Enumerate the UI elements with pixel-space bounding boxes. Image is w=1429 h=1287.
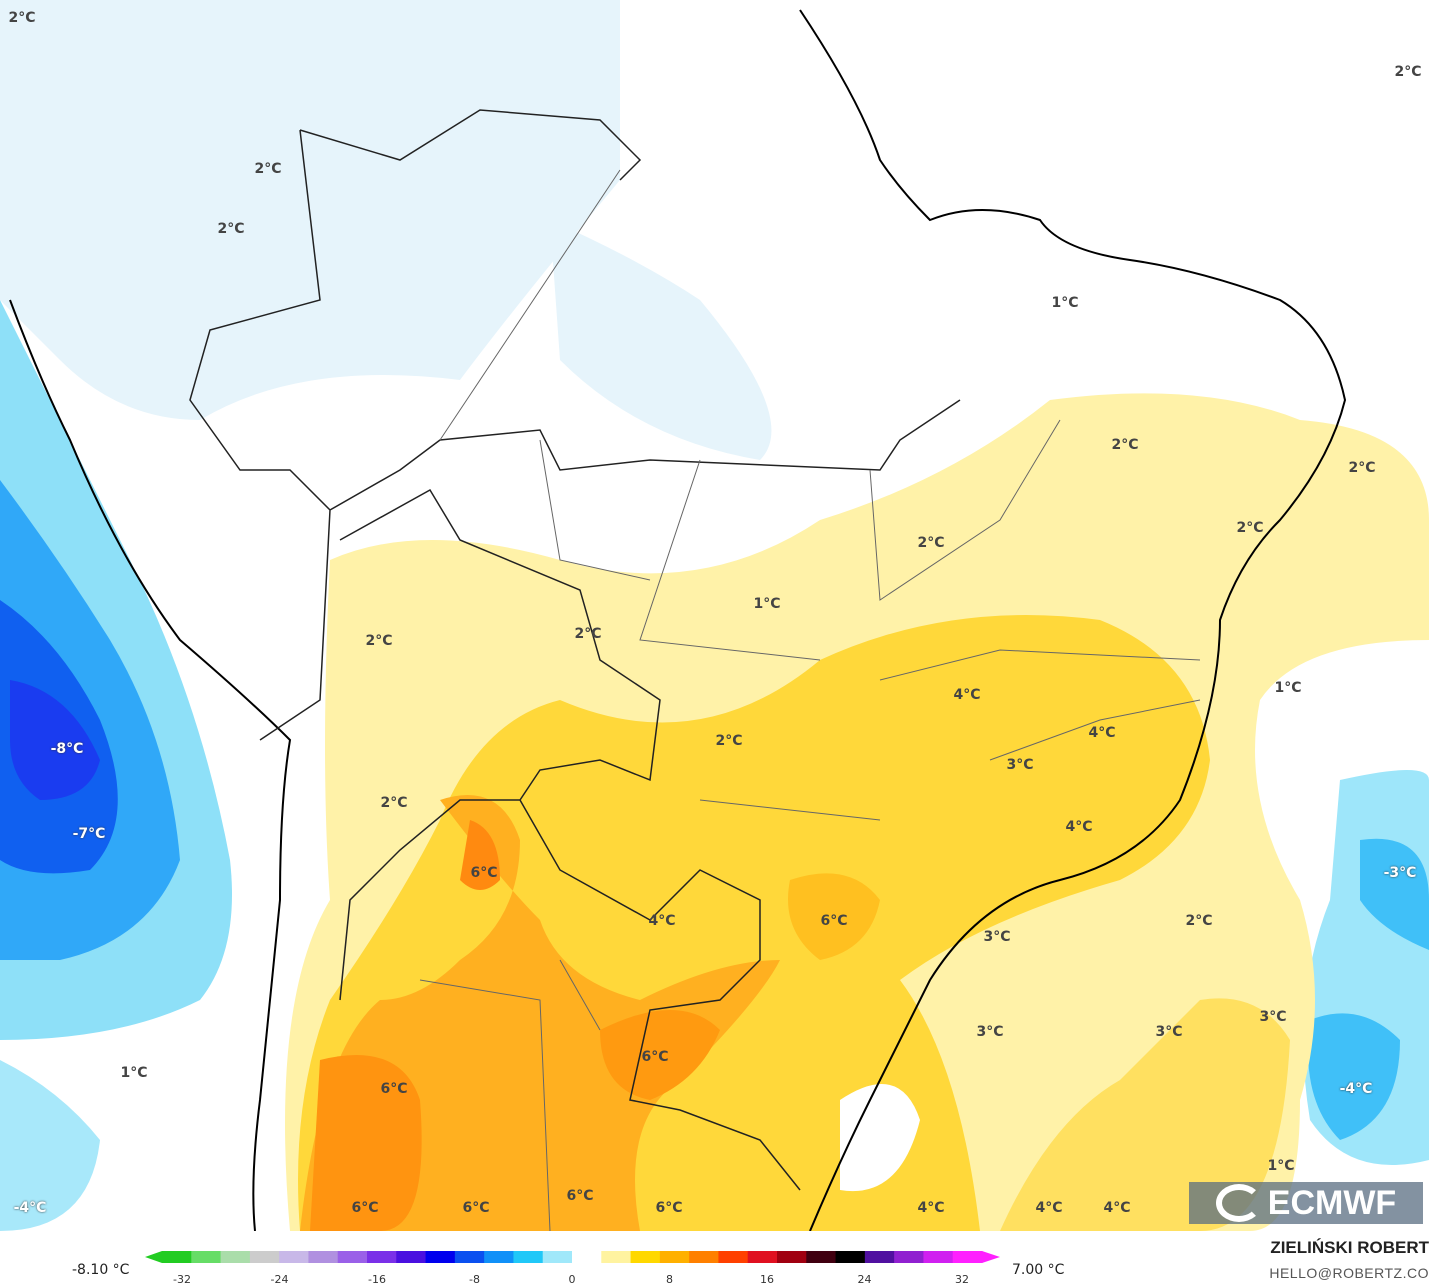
ecmwf-logo-icon xyxy=(1215,1184,1262,1222)
contour-label: 2°C xyxy=(8,10,36,26)
contour-label: 2°C xyxy=(1185,913,1213,929)
contour-label: 4°C xyxy=(1103,1200,1131,1216)
contour-label: -3°C xyxy=(1383,865,1417,881)
colorbar-swatch xyxy=(220,1251,251,1263)
colorbar-swatch xyxy=(484,1251,514,1263)
contour-label: 1°C xyxy=(1274,680,1302,696)
colorbar-tick-label: 16 xyxy=(760,1273,774,1286)
color-legend xyxy=(0,1231,1429,1287)
contour-label: 3°C xyxy=(1155,1024,1183,1040)
contour-label: 2°C xyxy=(1111,437,1139,453)
ecmwf-logo-text: ECMWF xyxy=(1267,1183,1397,1222)
colorbar-swatch xyxy=(367,1251,397,1263)
colorbar-swatch xyxy=(835,1251,866,1263)
contour-label: 4°C xyxy=(1088,725,1116,741)
ecmwf-logo: ECMWF xyxy=(1189,1182,1423,1224)
contour-label: 6°C xyxy=(462,1200,490,1216)
colorbar-swatch xyxy=(747,1251,778,1263)
contour-label: 4°C xyxy=(953,687,981,703)
contour-label: 6°C xyxy=(641,1049,669,1065)
colorbar-swatch xyxy=(191,1251,222,1263)
colorbar-swatch xyxy=(162,1251,192,1263)
contour-label: 2°C xyxy=(365,633,393,649)
colorbar-tick-label: -24 xyxy=(270,1273,289,1286)
country-borders xyxy=(189,109,961,1191)
colorbar-swatch xyxy=(718,1251,749,1263)
contour-label: 2°C xyxy=(217,221,245,237)
state-borders xyxy=(419,169,1201,1231)
colorbar-swatch xyxy=(952,1251,983,1263)
contour-label: 2°C xyxy=(917,535,945,551)
colorbar-swatch xyxy=(689,1251,719,1263)
contour-label: 2°C xyxy=(715,733,743,749)
contour-label: 1°C xyxy=(753,596,781,612)
colorbar-tick-label: 32 xyxy=(955,1273,969,1286)
colorbar-tick-label: 8 xyxy=(666,1273,673,1286)
contour-label: -7°C xyxy=(72,826,106,842)
contour-label: 2°C xyxy=(380,795,408,811)
colorbar-swatch xyxy=(425,1251,456,1263)
colorbar-swatch xyxy=(923,1251,954,1263)
colorbar-swatch xyxy=(542,1251,573,1263)
colorbar-swatch xyxy=(249,1251,280,1263)
colorbar-swatch xyxy=(572,1251,602,1263)
colorbar-tick-label: -32 xyxy=(173,1273,191,1286)
colorbar-min-arrow xyxy=(145,1251,162,1263)
contour-label: 6°C xyxy=(380,1081,408,1097)
colorbar-swatch xyxy=(659,1251,690,1263)
contour-label: 1°C xyxy=(1051,295,1079,311)
contour-label: 4°C xyxy=(648,913,676,929)
colorbar xyxy=(145,1251,1000,1263)
contour-label: 6°C xyxy=(820,913,848,929)
author-credit: ZIELIŃSKI ROBERT xyxy=(1270,1238,1429,1257)
colorbar-swatch xyxy=(279,1251,309,1263)
colorbar-swatch xyxy=(777,1251,807,1263)
colorbar-swatch xyxy=(454,1251,485,1263)
colorbar-tick-label: -8 xyxy=(469,1273,480,1286)
colorbar-swatch xyxy=(864,1251,895,1263)
temperature-anomaly-map: 2°C 2°C 2°C 2°C 1°C 2°C 2°C 2°C 2°C 1°C … xyxy=(0,0,1429,1231)
colorbar-swatch xyxy=(630,1251,661,1263)
contour-label: 4°C xyxy=(1035,1200,1063,1216)
contour-label: 1°C xyxy=(1267,1158,1295,1174)
colorbar-tick-label: 24 xyxy=(857,1273,872,1286)
contour-label: 3°C xyxy=(1006,757,1034,773)
colorbar-swatch xyxy=(894,1251,924,1263)
colorbar-swatch xyxy=(396,1251,427,1263)
contour-label: 6°C xyxy=(351,1200,379,1216)
colorbar-swatch xyxy=(337,1251,368,1263)
coastline xyxy=(9,9,1347,1231)
contour-label: 4°C xyxy=(1065,819,1093,835)
contour-label: 6°C xyxy=(566,1188,594,1204)
colorbar-swatch xyxy=(513,1251,544,1263)
contour-label: 2°C xyxy=(1348,460,1376,476)
contour-label: -4°C xyxy=(1339,1081,1373,1097)
colorbar-tick-label: 0 xyxy=(568,1273,576,1286)
colorbar-max-arrow xyxy=(982,1251,1000,1263)
contour-label: 2°C xyxy=(1394,64,1422,80)
contour-label: 3°C xyxy=(1259,1009,1287,1025)
map-shading xyxy=(0,0,1429,1231)
contour-label: 2°C xyxy=(574,626,602,642)
contour-label: 1°C xyxy=(120,1065,148,1081)
author-email: HELLO@ROBERTZ.CO xyxy=(1269,1265,1429,1281)
contour-label: 4°C xyxy=(917,1200,945,1216)
contour-label: -8°C xyxy=(50,741,84,757)
colorbar-swatch xyxy=(806,1251,837,1263)
contour-label: 2°C xyxy=(254,161,282,177)
colorbar-tick-label: -16 xyxy=(368,1273,386,1286)
legend-min-label: -8.10 °C xyxy=(72,1262,130,1278)
contour-label: 6°C xyxy=(470,865,498,881)
contour-label: 2°C xyxy=(1236,520,1264,536)
legend-max-label: 7.00 °C xyxy=(1012,1262,1065,1278)
contour-label: 3°C xyxy=(983,929,1011,945)
colorbar-swatch xyxy=(308,1251,339,1263)
colorbar-swatch xyxy=(601,1251,632,1263)
contour-label: -4°C xyxy=(13,1200,47,1216)
contour-label: 6°C xyxy=(655,1200,683,1216)
contour-label: 3°C xyxy=(976,1024,1004,1040)
